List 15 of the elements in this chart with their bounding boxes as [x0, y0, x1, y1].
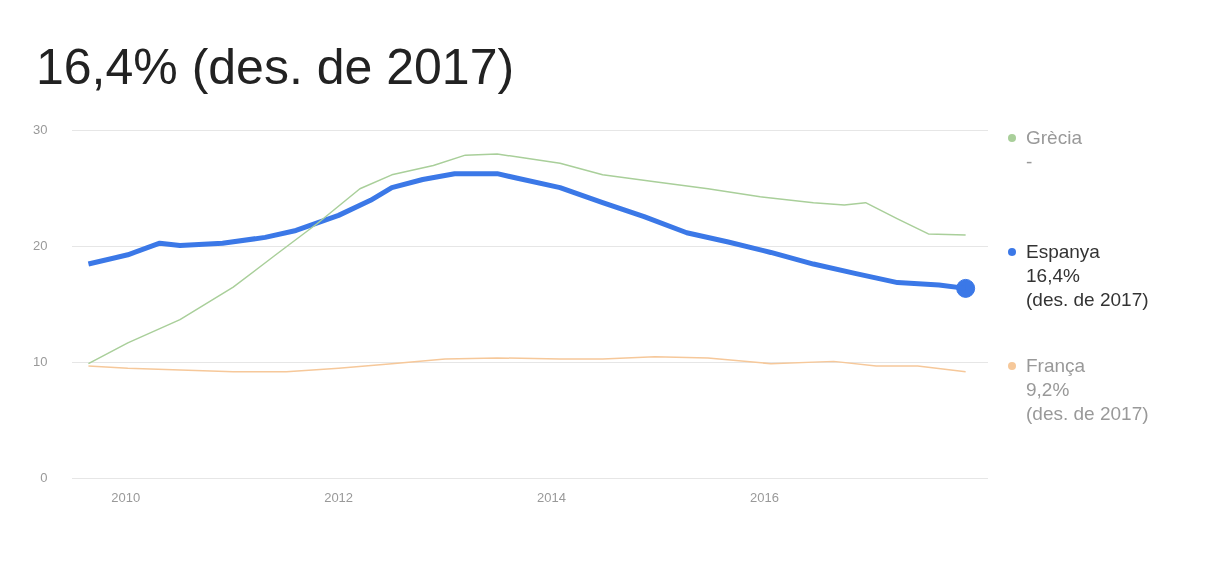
chart-title: 16,4% (des. de 2017)	[36, 38, 516, 96]
y-tick-label: 30	[32, 122, 48, 138]
y-tick-label: 0	[40, 469, 48, 485]
text: 9,2% (des. de 2017)	[1026, 378, 1149, 426]
legend-label: Grècia	[1026, 126, 1082, 150]
text: -	[1026, 150, 1034, 174]
x-tick-label: 2012	[324, 489, 354, 505]
x-tick-label: 2016	[749, 489, 779, 505]
y-tick-label: 20	[32, 238, 48, 254]
x-tick-label: 2014	[537, 489, 566, 505]
legend-label: França	[1026, 354, 1087, 378]
x-tick-label: 2010	[111, 489, 141, 505]
text: 16,4% (des. de 2017)	[1026, 264, 1149, 312]
y-tick-label: 10	[32, 354, 48, 370]
legend-label: Espanya	[1026, 240, 1101, 264]
